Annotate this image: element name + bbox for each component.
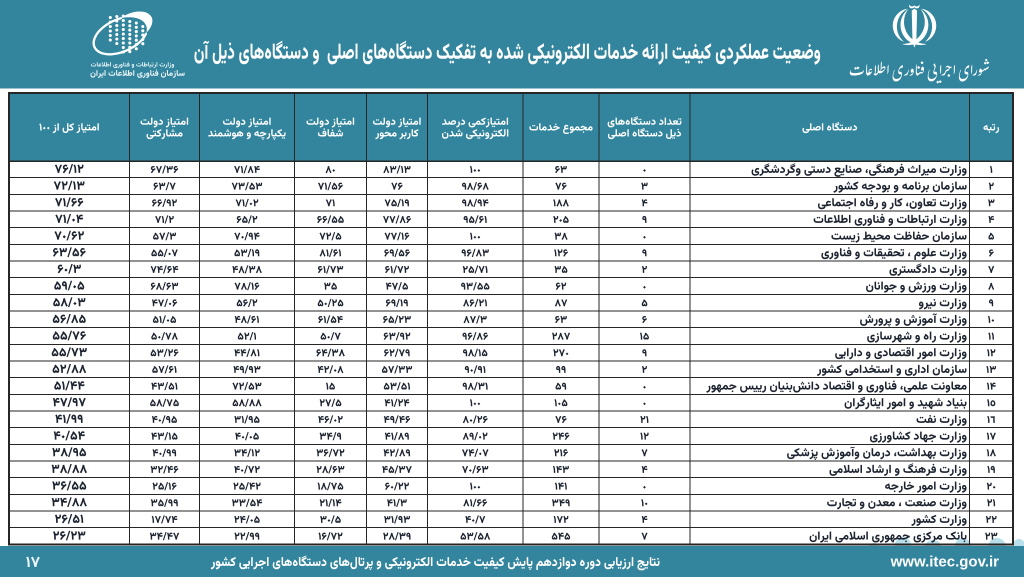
svg-text:www.itec.gov.ir: www.itec.gov.ir: [890, 554, 1000, 571]
